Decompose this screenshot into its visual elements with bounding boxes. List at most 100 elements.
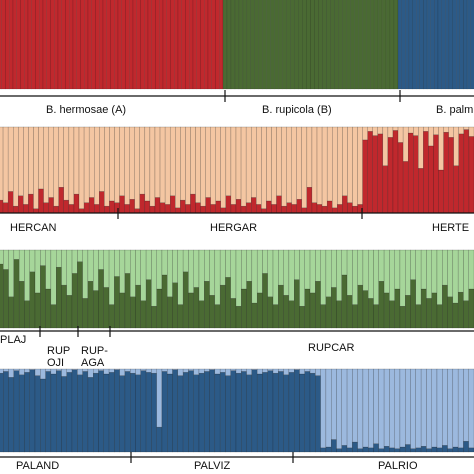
bar-segment: [188, 368, 194, 371]
bar: [16, 0, 21, 90]
bar-segment: [77, 368, 83, 375]
bar-segment: [156, 249, 163, 290]
bar-segment: [220, 207, 227, 214]
bar: [110, 0, 115, 90]
bar-segment: [341, 368, 348, 446]
bar-segment: [438, 126, 444, 171]
bar-segment: [188, 292, 194, 329]
bar-segment: [272, 249, 279, 305]
bar-segment: [423, 131, 429, 214]
species-name: B. hermosae: [46, 104, 108, 116]
bar-segment: [34, 249, 41, 294]
bar-segment: [219, 372, 226, 453]
bar-segment: [34, 375, 41, 453]
bar-segment: [377, 126, 384, 135]
bar-segment: [198, 372, 205, 453]
bar-segment: [235, 126, 242, 200]
bar-segment: [177, 375, 184, 453]
bar-segment: [40, 378, 46, 453]
bar-segment: [251, 369, 258, 453]
bar-segment: [24, 372, 30, 453]
bar-segment: [193, 368, 200, 375]
bar-segment: [185, 204, 191, 214]
bar: [266, 0, 271, 90]
bar-segment: [13, 368, 20, 371]
bar-segment: [452, 302, 459, 329]
bar-segment: [29, 271, 36, 329]
species-label: B. palm: [436, 104, 473, 116]
bar: [366, 0, 371, 90]
bar-segment: [241, 288, 247, 329]
bar-segment: [28, 193, 34, 214]
bar-segment: [13, 249, 20, 260]
bar: [258, 0, 263, 90]
bar-segment: [368, 368, 374, 449]
bar-segment: [114, 249, 120, 277]
bar: [204, 0, 209, 90]
bar-segment: [63, 199, 70, 214]
bar-segment: [332, 126, 338, 209]
bar-segment: [267, 296, 274, 329]
bar-segment: [378, 249, 385, 282]
bar: [437, 0, 442, 90]
bar-segment: [82, 368, 89, 372]
bar-segment: [204, 368, 210, 372]
bar-segment: [261, 208, 267, 214]
bar-segment: [169, 126, 176, 196]
bar: [84, 0, 89, 90]
bar-segment: [225, 277, 231, 329]
bar-segment: [94, 204, 100, 214]
bar-segment: [78, 126, 85, 209]
bar-segment: [262, 273, 268, 329]
bar: [470, 0, 474, 90]
bar: [242, 0, 248, 90]
bar-segment: [402, 126, 409, 162]
bar-segment: [413, 135, 419, 214]
bar-segment: [24, 368, 30, 373]
bar-segment: [352, 126, 358, 207]
bar-segment: [245, 126, 252, 203]
bar-segment: [43, 126, 49, 203]
bar-segment: [267, 249, 274, 297]
bar-segment: [82, 371, 89, 453]
bar-segment: [93, 290, 99, 329]
bar-segment: [73, 126, 80, 195]
bar-segment: [245, 202, 252, 214]
bar-segment: [215, 200, 221, 214]
bar-segment: [423, 126, 429, 132]
bar-segment: [288, 249, 295, 301]
bar-segment: [256, 292, 263, 329]
bar-segment: [190, 126, 196, 195]
bar-segment: [394, 249, 401, 290]
bar-segment: [378, 448, 385, 453]
bar-segment: [251, 368, 258, 371]
bar-segment: [225, 195, 232, 214]
bar: [5, 0, 10, 90]
bar-segment: [304, 288, 311, 329]
bar-segment: [272, 368, 279, 374]
bar: [278, 0, 283, 90]
bar-segment: [93, 249, 99, 291]
bar: [412, 0, 417, 90]
bar: [0, 0, 2, 90]
bar: [393, 0, 399, 90]
bar-segment: [420, 249, 427, 290]
bar-segment: [98, 368, 104, 371]
bar-segment: [420, 446, 427, 453]
bar-segment: [286, 126, 292, 203]
bar: [215, 0, 220, 90]
bar-segment: [214, 304, 221, 329]
bar: [254, 0, 259, 90]
bar-segment: [372, 135, 378, 214]
bar-segment: [306, 187, 313, 214]
bar-segment: [251, 126, 257, 198]
bar-segment: [230, 204, 237, 214]
bar: [322, 0, 327, 90]
bar-segment: [294, 369, 300, 453]
bar-segment: [241, 371, 247, 453]
bar-segment: [452, 446, 459, 453]
population-label: HERTE: [432, 222, 469, 234]
bar-segment: [18, 249, 25, 282]
bar: [346, 0, 351, 90]
bar-segment: [373, 249, 379, 305]
